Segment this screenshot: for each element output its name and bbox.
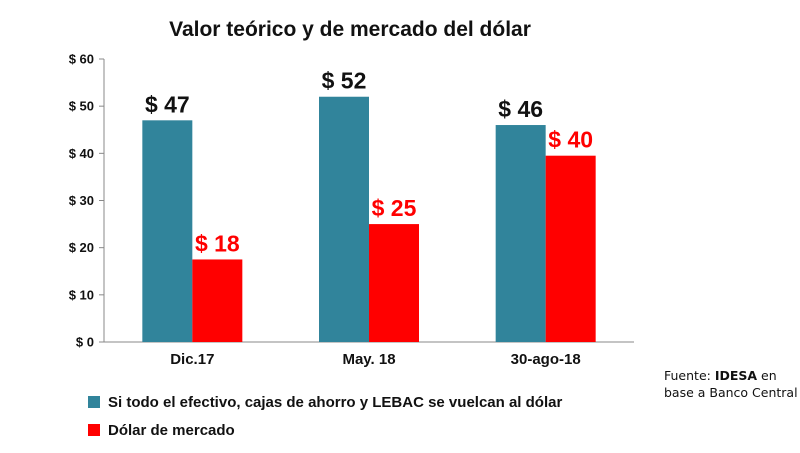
bar xyxy=(142,120,193,342)
bar xyxy=(495,125,546,343)
legend-label-theoretical: Si todo el efectivo, cajas de ahorro y L… xyxy=(108,393,563,411)
legend-swatch-market xyxy=(88,424,100,436)
bars xyxy=(142,96,596,343)
bar xyxy=(319,96,369,342)
y-tick-label: $ 0 xyxy=(76,335,94,350)
y-tick-label: $ 60 xyxy=(69,52,94,67)
data-label: $ 25 xyxy=(372,195,417,221)
source-prefix: Fuente: xyxy=(664,368,715,383)
x-tick-label: 30-ago-18 xyxy=(511,351,581,368)
chart-title: Valor teórico y de mercado del dólar xyxy=(169,18,531,41)
legend-item-market: Dólar de mercado xyxy=(88,416,562,444)
y-tick-label: $ 30 xyxy=(69,193,94,208)
legend-item-theoretical: Si todo el efectivo, cajas de ahorro y L… xyxy=(88,388,562,416)
y-tick-label: $ 40 xyxy=(69,146,94,161)
source-note: Fuente: IDESA en base a Banco Central xyxy=(664,367,798,401)
bar xyxy=(545,155,596,342)
bar xyxy=(369,224,419,342)
legend-swatch-theoretical xyxy=(88,396,100,408)
axes: $ 0 $ 10 $ 20 $ 30 $ 40 $ 50 $ 60 Dic.17 May. 18… xyxy=(69,52,634,368)
y-tick-label: $ 20 xyxy=(69,240,94,255)
y-tick-label: $ 10 xyxy=(69,287,94,302)
x-tick-label: Dic.17 xyxy=(170,351,214,368)
legend: Si todo el efectivo, cajas de ahorro y L… xyxy=(88,388,562,444)
data-label: $ 18 xyxy=(195,230,240,256)
data-label: $ 46 xyxy=(498,96,543,122)
value-labels: $ 47 $ 18 $ 52 $ 25 $ 46$ 40 xyxy=(145,68,593,257)
x-tick-label: May. 18 xyxy=(342,351,395,368)
source-suffix: en base a Banco Central xyxy=(664,368,798,400)
source-org: IDESA xyxy=(714,368,758,383)
legend-label-market: Dólar de mercado xyxy=(108,421,235,439)
data-label: $ 47 xyxy=(145,91,190,117)
data-label: $ 52 xyxy=(322,68,367,94)
y-tick-label: $ 50 xyxy=(69,99,94,114)
bar xyxy=(192,259,243,342)
data-label: $ 40 xyxy=(548,127,593,153)
